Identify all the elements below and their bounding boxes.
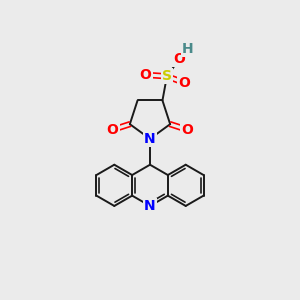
Text: O: O (182, 123, 194, 137)
Text: O: O (173, 52, 185, 66)
Text: S: S (162, 69, 172, 83)
Text: O: O (178, 76, 190, 90)
Text: O: O (140, 68, 152, 82)
Text: N: N (144, 199, 156, 213)
Text: O: O (106, 123, 119, 137)
Text: N: N (144, 132, 156, 146)
Text: H: H (182, 42, 193, 56)
